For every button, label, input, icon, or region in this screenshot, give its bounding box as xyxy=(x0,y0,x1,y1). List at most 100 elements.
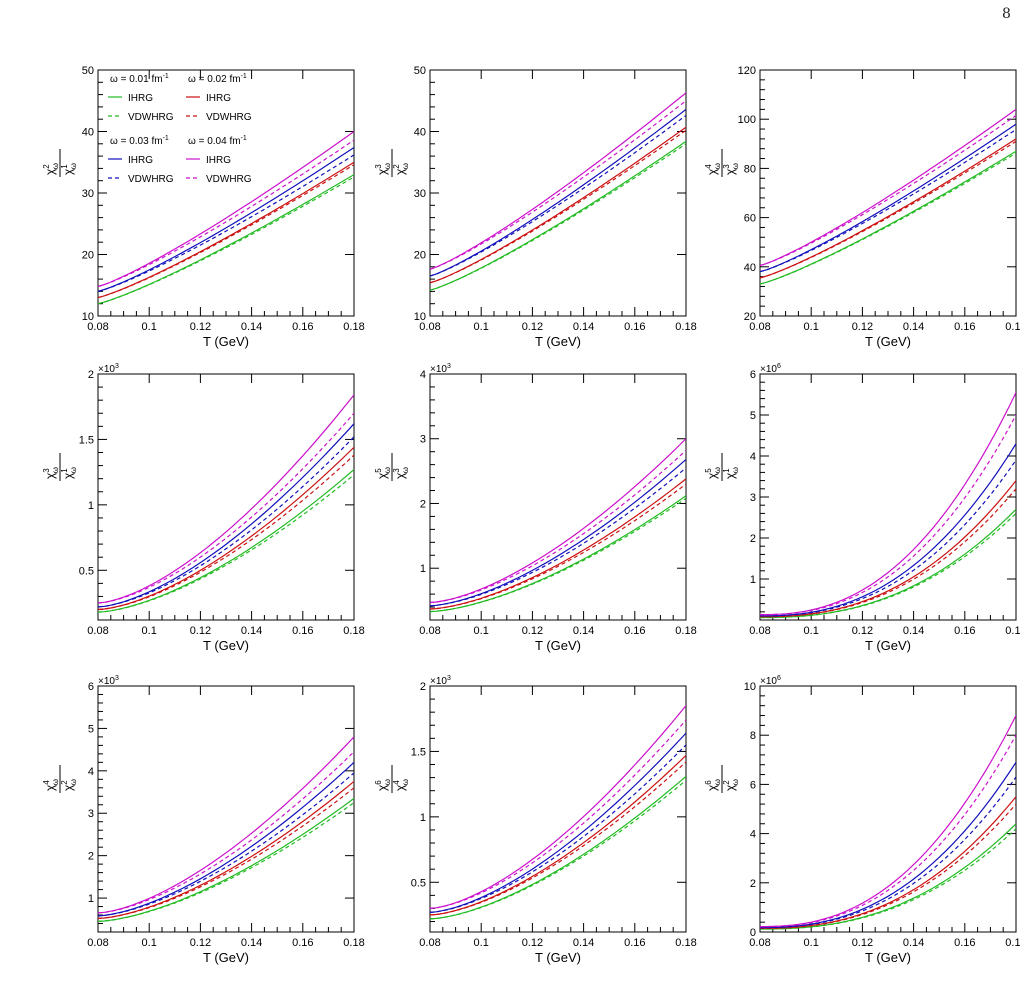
plot-frame xyxy=(759,69,1017,317)
series-4-vdwhrg-line xyxy=(98,751,354,914)
x-tick-label: 0.14 xyxy=(573,321,594,333)
series-1-vdwhrg-line xyxy=(98,176,354,305)
y-tick-label: 4 xyxy=(420,369,426,381)
series-1-ihrg-line xyxy=(98,797,354,922)
series-4-vdwhrg-line xyxy=(430,719,686,909)
chart-panel-8: 0.08 0.1 0.12 0.14 0.16 0.18 0.5 1 1.5 2 ×103 T (Ge… xyxy=(374,675,697,965)
x-tick-label: 0.14 xyxy=(241,625,262,637)
series-4-vdwhrg-line xyxy=(760,115,1016,267)
x-tick-label: 0.14 xyxy=(241,937,262,949)
series-4-ihrg-line xyxy=(430,438,686,604)
y-exponent-label: ×103 xyxy=(98,675,119,687)
y-label-numerator: χ3ω xyxy=(374,163,392,175)
y-exponent-label: ×103 xyxy=(98,363,119,375)
series-3-ihrg-line xyxy=(98,423,354,608)
y-label-denominator: χ1ω xyxy=(60,467,78,479)
y-label-denominator: χ2ω xyxy=(722,779,740,791)
y-label-numerator: χ3ω xyxy=(42,467,60,479)
y-tick-label: 3 xyxy=(88,808,94,820)
x-tick-label: 0.16 xyxy=(954,625,975,637)
x-tick-label: 0.08 xyxy=(749,321,770,333)
y-tick-label: 20 xyxy=(414,250,426,262)
chart-panel-9: 0.08 0.1 0.12 0.14 0.16 0.18 0 2 4 6 8 10 ×106 T (GeV… xyxy=(704,675,1020,965)
legend-ihrg-label: IHRG xyxy=(206,155,231,166)
x-axis-label: T (GeV) xyxy=(865,950,911,965)
chart-panel-1: 0.08 0.1 0.12 0.14 0.16 0.18 10 20 30 40 50 T (GeV)… xyxy=(42,65,365,349)
y-tick-label: 20 xyxy=(744,311,756,323)
series-3-vdwhrg-line xyxy=(98,436,354,608)
y-tick-label: 6 xyxy=(88,681,94,693)
series-4-vdwhrg-line xyxy=(98,139,354,288)
y-label-numerator: χ6ω xyxy=(374,779,392,791)
y-tick-label: 20 xyxy=(82,250,94,262)
x-tick-label: 0.18 xyxy=(675,321,696,333)
y-tick-label: 3 xyxy=(420,434,426,446)
y-tick-label: 50 xyxy=(414,65,426,77)
series-2-vdwhrg-line xyxy=(430,483,686,610)
x-tick-label: 0.16 xyxy=(624,625,645,637)
y-tick-label: 2 xyxy=(750,533,756,545)
x-axis-label: T (GeV) xyxy=(535,950,581,965)
series-2-vdwhrg-line xyxy=(760,488,1016,618)
x-tick-label: 0.08 xyxy=(419,937,440,949)
series-4-ihrg-line xyxy=(760,392,1016,616)
x-tick-label: 0.08 xyxy=(87,625,108,637)
y-tick-label: 1 xyxy=(420,812,426,824)
x-tick-label: 0.1 xyxy=(804,937,819,949)
y-tick-label: 4 xyxy=(88,766,94,778)
plot-frame xyxy=(429,69,687,317)
chart-panel-3: 0.08 0.1 0.12 0.14 0.16 0.18 20 40 60 80 100 120 T (… xyxy=(704,65,1020,349)
y-tick-label: 4 xyxy=(750,451,756,463)
y-label-denominator: χ3ω xyxy=(392,467,410,479)
y-tick-label: 30 xyxy=(82,188,94,200)
x-tick-label: 0.16 xyxy=(292,321,313,333)
y-exponent-label: ×103 xyxy=(430,363,451,375)
x-tick-label: 0.16 xyxy=(954,937,975,949)
y-label-numerator: χ5ω xyxy=(704,467,722,479)
plot-frame xyxy=(759,685,1017,933)
x-axis-label: T (GeV) xyxy=(203,334,249,349)
x-tick-label: 0.16 xyxy=(292,937,313,949)
x-tick-label: 0.16 xyxy=(624,321,645,333)
y-tick-label: 1 xyxy=(88,500,94,512)
legend-vdwhrg-label: VDWHRG xyxy=(128,174,174,185)
x-tick-label: 0.08 xyxy=(749,625,770,637)
y-tick-label: 100 xyxy=(738,114,756,126)
series-4-ihrg-line xyxy=(98,394,354,604)
y-tick-label: 60 xyxy=(744,213,756,225)
x-tick-label: 0.12 xyxy=(190,321,211,333)
series-1-vdwhrg-line xyxy=(760,512,1016,619)
series-1-vdwhrg-line xyxy=(430,143,686,291)
x-tick-label: 0.18 xyxy=(343,625,364,637)
y-exponent-label: ×106 xyxy=(760,363,781,375)
series-1-ihrg-line xyxy=(430,140,686,291)
series-1-vdwhrg-line xyxy=(760,152,1016,285)
x-tick-label: 0.14 xyxy=(573,937,594,949)
series-3-ihrg-line xyxy=(430,732,686,913)
plot-frame xyxy=(97,69,355,317)
chart-panel-2: 0.08 0.1 0.12 0.14 0.16 0.18 10 20 30 40 50 T (GeV)… xyxy=(374,65,697,349)
series-3-ihrg-line xyxy=(98,761,354,917)
series-2-vdwhrg-line xyxy=(430,761,686,916)
y-tick-label: 40 xyxy=(82,127,94,139)
y-tick-label: 50 xyxy=(82,65,94,77)
y-tick-label: 120 xyxy=(738,65,756,77)
legend-omega-label: ω = 0.03 fm-1 xyxy=(110,135,169,147)
legend-omega-label: ω = 0.04 fm-1 xyxy=(188,135,247,147)
x-tick-label: 0.18 xyxy=(1005,625,1020,637)
series-4-ihrg-line xyxy=(430,705,686,909)
series-4-ihrg-line xyxy=(430,92,686,270)
y-tick-label: 10 xyxy=(414,311,426,323)
series-1-vdwhrg-line xyxy=(760,828,1016,930)
series-2-ihrg-line xyxy=(760,480,1016,618)
plot-frame xyxy=(429,373,687,621)
series-1-vdwhrg-line xyxy=(430,779,686,920)
series-3-ihrg-line xyxy=(760,123,1016,273)
series-4-vdwhrg-line xyxy=(760,414,1016,616)
y-tick-label: 3 xyxy=(750,492,756,504)
legend-ihrg-label: IHRG xyxy=(206,93,231,104)
y-label-denominator: χ1ω xyxy=(722,467,740,479)
